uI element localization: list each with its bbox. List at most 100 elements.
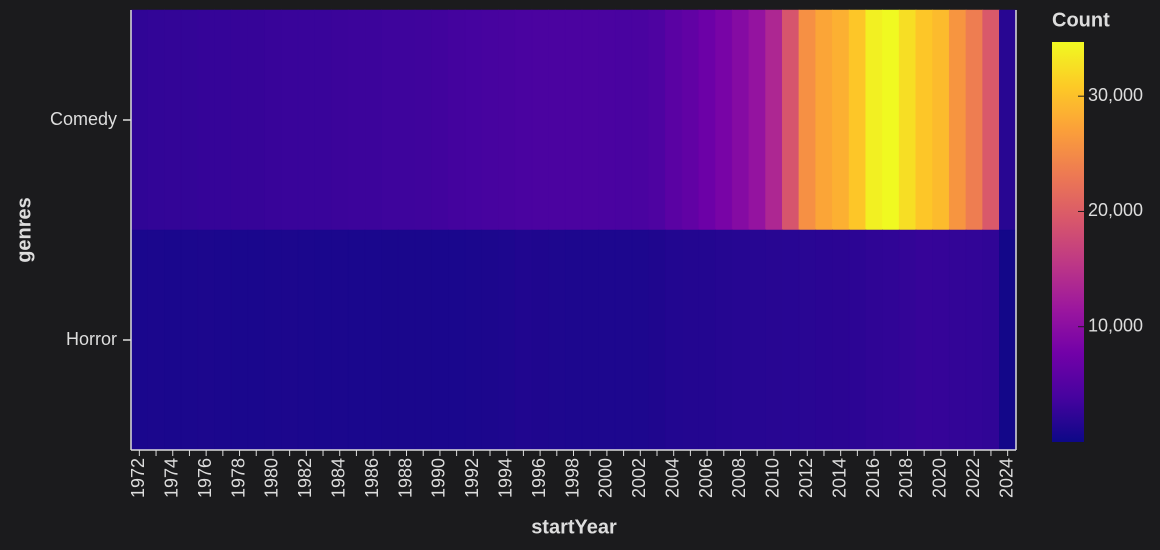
colorbar-tick-label: 30,000 bbox=[1088, 85, 1143, 105]
heat-cell bbox=[197, 229, 216, 451]
x-tick-label: 1972 bbox=[128, 458, 148, 498]
heat-cell bbox=[598, 9, 616, 231]
heat-cell bbox=[230, 9, 249, 231]
heat-cell bbox=[982, 9, 1000, 231]
heat-cell bbox=[180, 9, 199, 231]
heat-cell bbox=[564, 9, 583, 231]
heat-cell bbox=[498, 229, 516, 451]
heat-cell bbox=[731, 9, 750, 231]
x-tick-label: 2024 bbox=[996, 458, 1016, 498]
heat-cell bbox=[848, 9, 867, 231]
heat-cell bbox=[381, 229, 399, 451]
heat-cell bbox=[414, 9, 433, 231]
x-tick-label: 1978 bbox=[228, 458, 248, 498]
x-tick-label: 2020 bbox=[930, 458, 950, 498]
x-tick-label: 1988 bbox=[395, 458, 415, 498]
heat-cell bbox=[247, 9, 266, 231]
heat-cell bbox=[431, 9, 449, 231]
heat-cell bbox=[214, 229, 232, 451]
heat-cell bbox=[180, 229, 199, 451]
heat-cell bbox=[364, 9, 383, 231]
heat-cell bbox=[281, 9, 299, 231]
heat-cell bbox=[514, 229, 533, 451]
heat-cell bbox=[965, 229, 984, 451]
heat-cell bbox=[598, 229, 616, 451]
x-tick-label: 2006 bbox=[696, 458, 716, 498]
x-tick-label: 2008 bbox=[729, 458, 749, 498]
heat-cell bbox=[364, 229, 383, 451]
x-tick-label: 1994 bbox=[495, 458, 515, 498]
heat-cell bbox=[314, 9, 332, 231]
heat-cell bbox=[932, 229, 950, 451]
heat-cell bbox=[147, 229, 165, 451]
heat-cell bbox=[915, 9, 934, 231]
heat-cell bbox=[999, 9, 1017, 231]
x-tick-label: 2000 bbox=[596, 458, 616, 498]
x-tick-label: 1984 bbox=[328, 458, 348, 498]
heat-cell bbox=[915, 229, 934, 451]
x-axis-title: startYear bbox=[531, 516, 617, 538]
heat-cell bbox=[715, 229, 733, 451]
colorbar bbox=[1052, 42, 1084, 442]
y-tick-label: Horror bbox=[66, 329, 117, 349]
heat-cell bbox=[564, 229, 583, 451]
heat-cell bbox=[297, 9, 316, 231]
heat-cell bbox=[297, 229, 316, 451]
heat-cell bbox=[381, 9, 399, 231]
heat-cell bbox=[247, 229, 266, 451]
heat-cell bbox=[147, 9, 165, 231]
heat-cell bbox=[481, 229, 499, 451]
x-tick-label: 1976 bbox=[195, 458, 215, 498]
x-tick-label: 2002 bbox=[629, 458, 649, 498]
heat-cell bbox=[614, 9, 633, 231]
x-tick-label: 2022 bbox=[963, 458, 983, 498]
heat-cell bbox=[665, 9, 683, 231]
heat-cell bbox=[264, 9, 282, 231]
heat-cell bbox=[848, 229, 867, 451]
x-tick-label: 1996 bbox=[529, 458, 549, 498]
legend-title: Count bbox=[1052, 9, 1110, 31]
heat-cell bbox=[982, 229, 1000, 451]
colorbar-tick-label: 10,000 bbox=[1088, 315, 1143, 335]
x-tick-label: 2016 bbox=[863, 458, 883, 498]
heat-cell bbox=[948, 9, 967, 231]
heat-cell bbox=[414, 229, 433, 451]
heat-cell bbox=[531, 9, 550, 231]
heat-cell bbox=[681, 9, 700, 231]
heat-cell bbox=[882, 229, 900, 451]
x-tick-label: 2012 bbox=[796, 458, 816, 498]
heat-cell bbox=[614, 229, 633, 451]
heat-cell bbox=[698, 9, 716, 231]
heat-cell bbox=[932, 9, 950, 231]
heat-cell bbox=[481, 9, 499, 231]
heat-cell bbox=[214, 9, 232, 231]
heat-cell bbox=[748, 9, 767, 231]
heat-cell bbox=[230, 229, 249, 451]
heat-cell bbox=[531, 229, 550, 451]
heat-cell bbox=[314, 229, 332, 451]
x-tick-label: 1992 bbox=[462, 458, 482, 498]
heat-cell bbox=[748, 229, 767, 451]
y-tick-label: Comedy bbox=[50, 109, 117, 129]
heat-cell bbox=[264, 229, 282, 451]
heat-cell bbox=[281, 229, 299, 451]
heat-cell bbox=[631, 9, 650, 231]
heat-cell bbox=[865, 229, 883, 451]
heat-cell bbox=[948, 229, 967, 451]
heat-cell bbox=[347, 229, 366, 451]
heat-cell bbox=[798, 9, 817, 231]
heat-cell bbox=[815, 9, 833, 231]
heat-cell bbox=[648, 9, 666, 231]
heat-cell bbox=[397, 9, 416, 231]
heat-cell bbox=[765, 9, 783, 231]
x-tick-label: 1990 bbox=[429, 458, 449, 498]
heat-cell bbox=[130, 9, 149, 231]
heat-cell bbox=[898, 229, 917, 451]
heat-cell bbox=[815, 229, 833, 451]
heat-cell bbox=[331, 9, 349, 231]
heat-cell bbox=[648, 229, 666, 451]
heat-cell bbox=[698, 229, 716, 451]
heat-cell bbox=[130, 229, 149, 451]
x-tick-label: 1982 bbox=[295, 458, 315, 498]
